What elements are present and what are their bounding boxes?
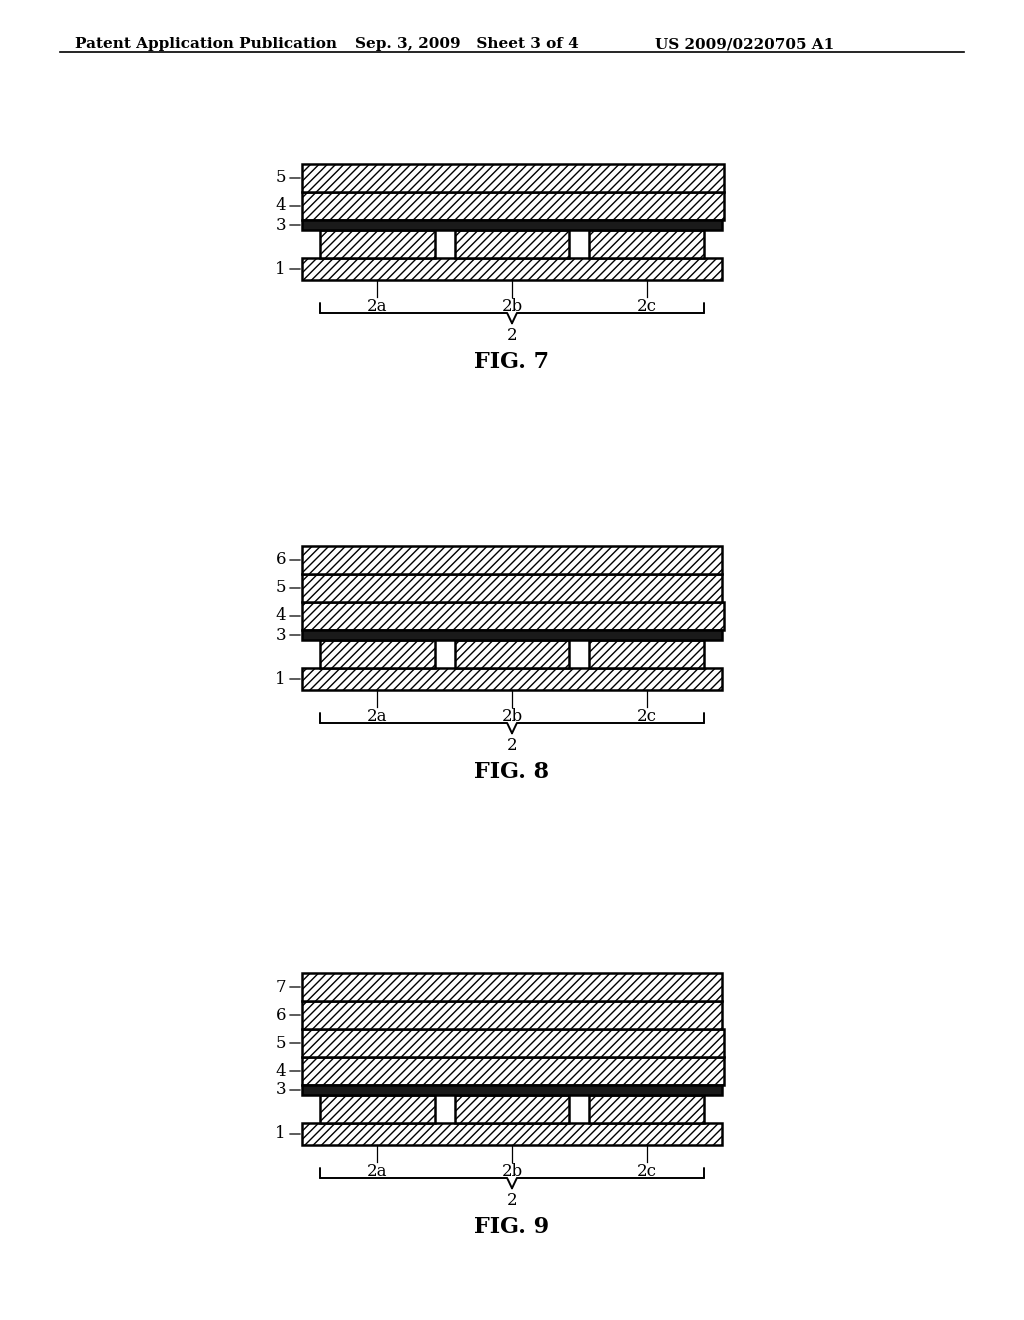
Text: 5: 5 xyxy=(275,579,286,597)
Bar xyxy=(302,1030,724,1057)
Text: 2b: 2b xyxy=(502,708,522,725)
Bar xyxy=(455,1096,569,1123)
Text: 4: 4 xyxy=(275,607,286,624)
Text: 1: 1 xyxy=(275,671,286,688)
Text: 2c: 2c xyxy=(637,1163,656,1180)
Text: 4: 4 xyxy=(275,198,286,214)
Bar xyxy=(302,668,722,690)
Bar xyxy=(319,230,434,257)
Text: 3: 3 xyxy=(275,627,286,644)
Text: FIG. 8: FIG. 8 xyxy=(474,762,550,783)
Text: 1: 1 xyxy=(275,260,286,277)
Text: 2c: 2c xyxy=(637,298,656,315)
Text: 5: 5 xyxy=(275,169,286,186)
Bar xyxy=(302,973,722,1001)
Bar xyxy=(302,1085,722,1096)
Bar xyxy=(590,640,705,668)
Text: FIG. 9: FIG. 9 xyxy=(474,1216,550,1238)
Bar xyxy=(302,220,722,230)
Text: 6: 6 xyxy=(275,1006,286,1023)
Bar xyxy=(302,164,724,191)
Bar xyxy=(319,1096,434,1123)
Text: 2: 2 xyxy=(507,1192,517,1209)
Bar xyxy=(302,1123,722,1144)
Text: 3: 3 xyxy=(275,1081,286,1098)
Bar xyxy=(455,230,569,257)
Bar xyxy=(302,257,722,280)
Text: 2a: 2a xyxy=(367,298,387,315)
Text: 6: 6 xyxy=(275,552,286,569)
Bar xyxy=(302,602,724,630)
Bar xyxy=(302,546,722,574)
Text: 7: 7 xyxy=(275,978,286,995)
Bar xyxy=(319,640,434,668)
Bar xyxy=(590,1096,705,1123)
Text: 4: 4 xyxy=(275,1063,286,1080)
Text: 2: 2 xyxy=(507,738,517,754)
Bar xyxy=(302,191,724,220)
Text: 2c: 2c xyxy=(637,708,656,725)
Text: 1: 1 xyxy=(275,1126,286,1143)
Text: 2: 2 xyxy=(507,327,517,345)
Text: 2a: 2a xyxy=(367,708,387,725)
Bar xyxy=(302,1057,724,1085)
Text: 3: 3 xyxy=(275,216,286,234)
Bar xyxy=(590,230,705,257)
Bar xyxy=(302,1001,722,1030)
Bar xyxy=(302,630,722,640)
Text: 5: 5 xyxy=(275,1035,286,1052)
Bar xyxy=(302,574,722,602)
Text: Patent Application Publication: Patent Application Publication xyxy=(75,37,337,51)
Text: Sep. 3, 2009   Sheet 3 of 4: Sep. 3, 2009 Sheet 3 of 4 xyxy=(355,37,579,51)
Text: US 2009/0220705 A1: US 2009/0220705 A1 xyxy=(655,37,835,51)
Text: 2b: 2b xyxy=(502,1163,522,1180)
Bar xyxy=(455,640,569,668)
Text: 2b: 2b xyxy=(502,298,522,315)
Text: FIG. 7: FIG. 7 xyxy=(474,351,550,374)
Text: 2a: 2a xyxy=(367,1163,387,1180)
